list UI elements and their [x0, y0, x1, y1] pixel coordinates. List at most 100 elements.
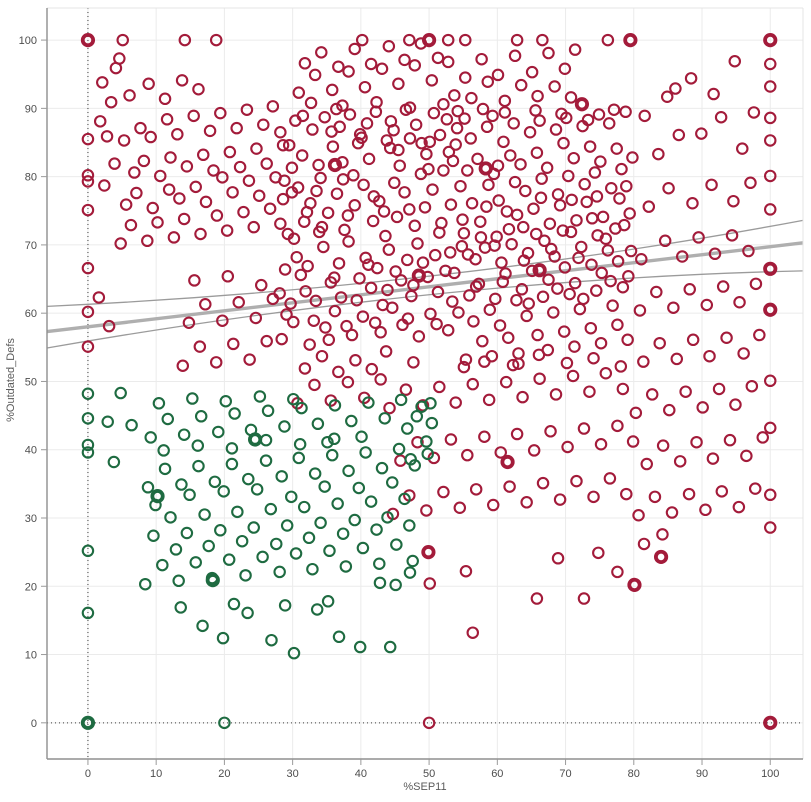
red-data-point[interactable]: [466, 626, 480, 639]
red-data-point[interactable]: [233, 160, 247, 174]
red-data-point[interactable]: [459, 71, 472, 84]
red-data-point[interactable]: [621, 333, 634, 347]
red-data-point[interactable]: [650, 285, 663, 299]
red-data-point[interactable]: [543, 217, 557, 230]
red-data-point[interactable]: [98, 179, 111, 192]
red-data-point[interactable]: [387, 123, 400, 137]
red-data-point[interactable]: [623, 32, 638, 48]
green-data-point[interactable]: [219, 395, 233, 408]
red-data-point[interactable]: [611, 318, 624, 332]
red-data-point[interactable]: [357, 178, 370, 192]
green-data-point[interactable]: [150, 489, 165, 504]
green-data-point[interactable]: [293, 438, 307, 451]
red-data-point[interactable]: [453, 501, 467, 515]
red-data-point[interactable]: [403, 101, 417, 114]
red-data-point[interactable]: [553, 199, 567, 212]
red-data-point[interactable]: [669, 82, 682, 95]
red-data-point[interactable]: [667, 301, 680, 314]
red-data-point[interactable]: [298, 57, 312, 70]
red-data-point[interactable]: [574, 240, 588, 254]
green-data-point[interactable]: [297, 500, 311, 514]
red-data-point[interactable]: [568, 340, 581, 353]
red-data-point[interactable]: [287, 315, 300, 329]
green-data-point[interactable]: [287, 646, 301, 660]
green-data-point[interactable]: [321, 435, 334, 449]
green-data-point[interactable]: [280, 519, 294, 532]
red-data-point[interactable]: [430, 317, 443, 331]
red-data-point[interactable]: [500, 205, 514, 218]
red-data-point[interactable]: [254, 278, 268, 292]
green-data-point[interactable]: [175, 478, 188, 491]
red-data-point[interactable]: [116, 33, 129, 47]
red-data-point[interactable]: [421, 545, 436, 560]
red-data-point[interactable]: [230, 121, 243, 135]
red-data-point[interactable]: [640, 457, 654, 471]
red-data-point[interactable]: [605, 181, 618, 195]
red-data-point[interactable]: [720, 331, 733, 345]
red-data-point[interactable]: [603, 472, 617, 485]
red-data-point[interactable]: [495, 256, 508, 269]
red-data-point[interactable]: [359, 251, 372, 265]
green-data-point[interactable]: [205, 573, 220, 588]
red-data-point[interactable]: [763, 715, 778, 730]
red-data-point[interactable]: [587, 351, 600, 365]
red-data-point[interactable]: [308, 68, 322, 82]
red-data-point[interactable]: [360, 117, 374, 130]
red-data-point[interactable]: [448, 89, 461, 102]
red-data-point[interactable]: [81, 175, 95, 188]
red-data-point[interactable]: [216, 171, 229, 184]
red-data-point[interactable]: [533, 372, 546, 385]
green-data-point[interactable]: [189, 556, 202, 569]
red-data-point[interactable]: [276, 138, 290, 152]
red-data-point[interactable]: [81, 261, 95, 275]
red-data-point[interactable]: [522, 297, 535, 310]
red-data-point[interactable]: [332, 60, 345, 73]
red-data-point[interactable]: [81, 132, 95, 146]
green-data-point[interactable]: [169, 543, 183, 556]
red-data-point[interactable]: [437, 485, 450, 499]
red-data-point[interactable]: [274, 126, 287, 139]
red-data-point[interactable]: [319, 321, 332, 334]
red-data-point[interactable]: [355, 33, 369, 47]
red-data-point[interactable]: [744, 176, 757, 190]
red-data-point[interactable]: [663, 403, 676, 417]
red-data-point[interactable]: [723, 433, 737, 447]
red-data-point[interactable]: [482, 178, 495, 192]
red-data-point[interactable]: [614, 360, 628, 373]
red-data-point[interactable]: [425, 74, 439, 87]
red-data-point[interactable]: [81, 340, 95, 353]
red-data-point[interactable]: [712, 382, 726, 396]
red-data-point[interactable]: [564, 225, 578, 239]
red-data-point[interactable]: [512, 357, 525, 370]
red-data-point[interactable]: [389, 265, 402, 278]
green-data-point[interactable]: [177, 428, 191, 441]
red-data-point[interactable]: [431, 51, 445, 65]
green-data-point[interactable]: [231, 505, 244, 519]
red-data-point[interactable]: [610, 142, 623, 155]
green-data-point[interactable]: [381, 511, 394, 524]
red-data-point[interactable]: [117, 134, 131, 147]
red-data-point[interactable]: [439, 264, 452, 278]
green-data-point[interactable]: [248, 432, 263, 447]
red-data-point[interactable]: [383, 401, 396, 415]
green-data-point[interactable]: [345, 414, 358, 428]
green-data-point[interactable]: [186, 392, 199, 405]
red-data-point[interactable]: [601, 33, 615, 47]
red-data-point[interactable]: [315, 349, 329, 363]
red-data-point[interactable]: [478, 355, 491, 368]
red-data-point[interactable]: [154, 169, 167, 183]
green-data-point[interactable]: [410, 410, 424, 423]
red-data-point[interactable]: [348, 199, 361, 212]
red-data-point[interactable]: [577, 292, 590, 306]
red-data-point[interactable]: [308, 378, 321, 392]
green-data-point[interactable]: [406, 554, 419, 568]
red-data-point[interactable]: [108, 157, 121, 170]
red-data-point[interactable]: [332, 365, 345, 379]
red-data-point[interactable]: [362, 258, 375, 271]
red-data-point[interactable]: [401, 312, 415, 325]
green-data-point[interactable]: [323, 544, 336, 558]
green-data-point[interactable]: [196, 619, 209, 633]
red-data-point[interactable]: [407, 356, 420, 369]
red-data-point[interactable]: [747, 106, 761, 119]
red-data-point[interactable]: [506, 358, 520, 372]
